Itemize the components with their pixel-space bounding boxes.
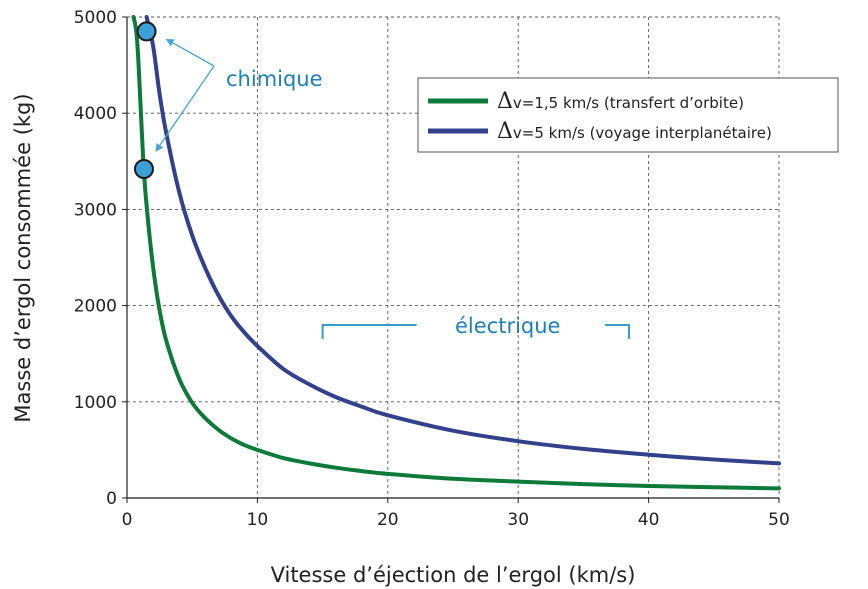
x-axis-title: Vitesse d’éjection de l’ergol (km/s) — [271, 563, 636, 587]
axes — [122, 16, 780, 503]
legend-entry-series-1: Δv=1,5 km/s (transfert d’orbite) — [497, 89, 744, 114]
y-axis-title: Masse d’ergol consommée (kg) — [11, 93, 35, 422]
x-tick-label-0: 0 — [122, 510, 133, 530]
chimique-arrow-1 — [165, 38, 215, 67]
legend-entry-series-2: Δv=5 km/s (voyage interplanétaire) — [497, 119, 772, 144]
highlight-points — [133, 21, 157, 179]
tick-labels: 0 10 20 30 40 50 0 1000 2000 3000 4000 5000 — [74, 8, 790, 530]
y-tick-label-3000: 3000 — [74, 200, 117, 220]
highlight-point-2 — [133, 158, 154, 179]
y-tick-label-2000: 2000 — [74, 297, 117, 317]
annotations: chimique électrique — [155, 38, 631, 339]
x-tick-label-20: 20 — [377, 510, 399, 530]
legend-label-series-2: v=5 km/s (voyage interplanétaire) — [513, 124, 772, 142]
electrique-bracket-left — [321, 324, 417, 339]
y-tick-label-0: 0 — [106, 489, 117, 509]
series-line-2 — [144, 15, 781, 466]
legend-box — [417, 77, 839, 153]
y-tick-label-5000: 5000 — [74, 8, 117, 28]
y-tick-label-1000: 1000 — [74, 393, 117, 413]
x-tick-label-30: 30 — [507, 510, 529, 530]
x-tick-label-40: 40 — [638, 510, 660, 530]
highlight-point-1 — [136, 21, 157, 42]
legend-delta-series-1: Δ — [497, 89, 513, 114]
electrique-bracket-right — [605, 324, 631, 339]
x-tick-label-10: 10 — [247, 510, 269, 530]
legend: Δv=1,5 km/s (transfert d’orbite) Δv=5 km… — [417, 77, 839, 153]
y-tick-label-4000: 4000 — [74, 104, 117, 124]
legend-label-series-1: v=1,5 km/s (transfert d’orbite) — [513, 94, 744, 112]
legend-delta-series-2: Δ — [497, 119, 513, 144]
series-lines — [131, 15, 781, 491]
annotation-chimique: chimique — [226, 67, 323, 91]
x-tick-label-50: 50 — [768, 510, 790, 530]
series-line-1 — [131, 15, 781, 491]
chimique-arrow-2 — [155, 65, 215, 152]
annotation-electrique: électrique — [455, 314, 560, 338]
